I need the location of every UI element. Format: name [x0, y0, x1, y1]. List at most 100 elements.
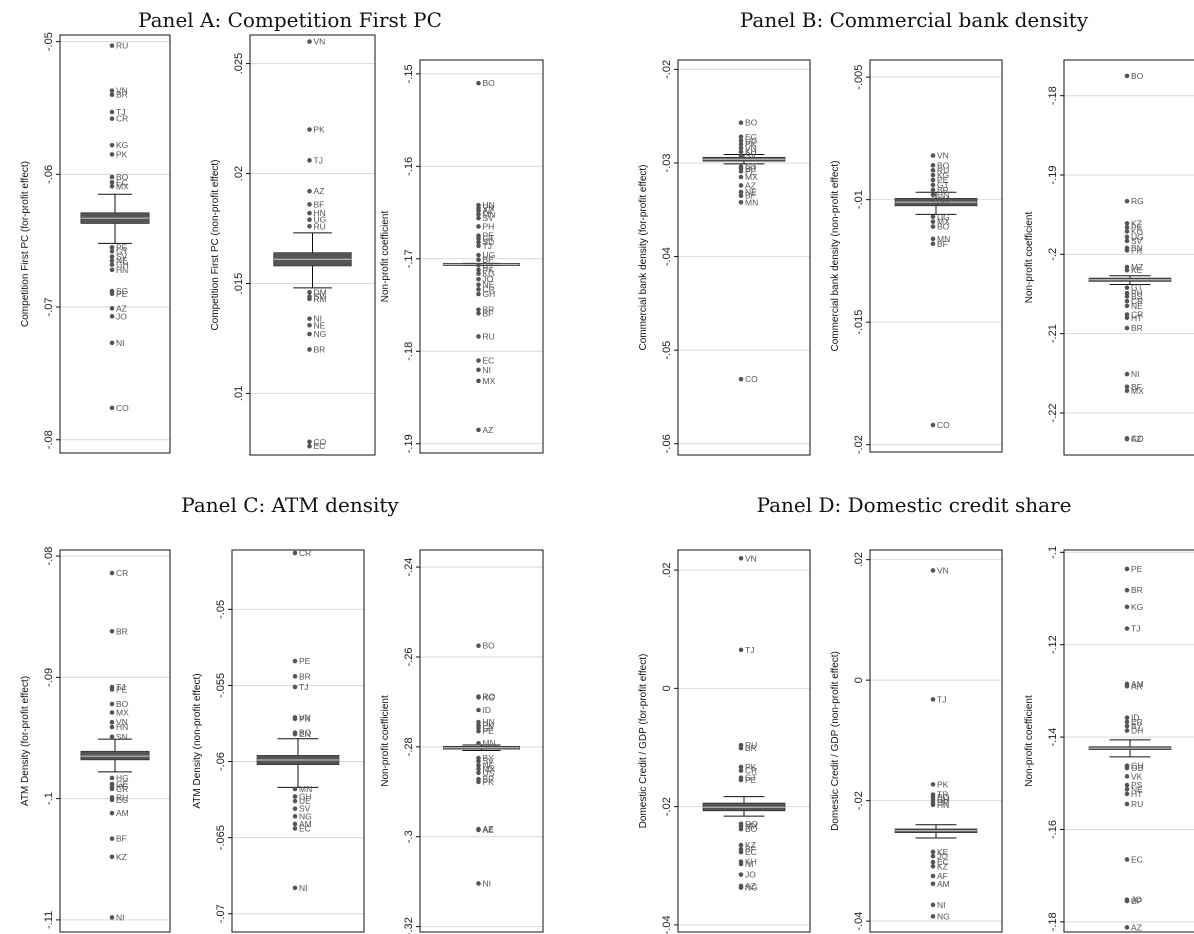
point-label: VN	[745, 553, 757, 563]
outlier-point-bo	[930, 163, 936, 168]
panel-a: Panel A: Competition First PC-.05-.06-.0…	[20, 8, 544, 456]
outlier-point-ec	[307, 443, 312, 449]
point-label: KZ	[937, 861, 948, 871]
outlier-point-bo	[476, 80, 481, 86]
outlier-point-pk	[930, 782, 936, 787]
point-label: TJ	[483, 241, 492, 251]
point-label: KG	[483, 692, 495, 702]
point-label: GH	[116, 260, 129, 270]
outlier-point-br	[109, 628, 115, 634]
outlier-point-az	[307, 188, 312, 194]
point-label: BF	[483, 255, 494, 265]
outlier-point-gt	[476, 236, 481, 241]
outlier-point-pe	[930, 177, 936, 183]
subplot-2: -.05 -.055 -.06 -.065 -.07 ATM Density (non-p…	[192, 548, 365, 933]
outlier-point-af	[930, 873, 936, 879]
point-label: GH	[1131, 761, 1144, 771]
outlier-point-pe	[738, 169, 744, 174]
point-label: SN	[116, 732, 128, 742]
outlier-point-gh	[292, 794, 298, 799]
outlier-point-hn	[476, 719, 481, 725]
outlier-point-by	[1124, 723, 1130, 729]
point-label: CR	[116, 114, 128, 124]
outlier-point-vn	[930, 153, 936, 158]
point-label: HN	[483, 200, 495, 210]
point-label: HN	[116, 265, 128, 275]
outlier-point-mn	[476, 212, 481, 217]
point-label: EC	[314, 441, 326, 451]
y-tick-label: -.1	[43, 792, 55, 805]
point-label: HG	[116, 773, 129, 783]
outlier-point-ph	[476, 224, 481, 229]
point-label: UG	[937, 212, 950, 222]
y-tick-label: -.03	[661, 153, 673, 172]
outlier-point-br	[1124, 325, 1130, 331]
y-tick-label: -.14	[1047, 728, 1059, 747]
y-tick-label: -.3	[403, 830, 415, 843]
point-label: PE	[483, 231, 495, 241]
outlier-point-bf	[738, 193, 744, 199]
point-label: JO	[116, 311, 127, 321]
point-label: NE	[745, 187, 757, 197]
outlier-point-hn	[930, 192, 936, 198]
point-label: BF	[745, 191, 756, 201]
point-label: AZ	[1131, 434, 1142, 444]
y-tick-label: -.005	[853, 65, 865, 90]
point-label: JO	[483, 274, 494, 284]
panel-b: Panel B: Commercial bank density -.02 -.03…	[638, 8, 1194, 456]
point-label: BO	[745, 118, 758, 128]
outlier-point-ru	[476, 334, 481, 339]
outlier-point-pk	[109, 152, 115, 157]
point-label: GT	[937, 180, 949, 190]
point-label: GT	[745, 162, 757, 172]
outlier-point-tj	[738, 647, 744, 653]
point-label: NI	[116, 338, 125, 348]
y-tick-label: -.15	[403, 64, 415, 83]
y-tick-label: -.18	[1047, 912, 1059, 931]
y-tick-label: .02	[853, 552, 865, 567]
outlier-point-cr	[109, 786, 115, 792]
outlier-point-vn	[738, 145, 744, 151]
plot-frame	[1063, 549, 1194, 933]
outlier-point-hn	[930, 802, 936, 808]
y-tick-label: -.07	[215, 904, 227, 923]
subplot-3: -.15 -.16 -.17 -.18 -.19 Non-profit coefficie…	[380, 59, 544, 454]
outlier-point-am	[109, 810, 115, 816]
y-axis-label: Competition First PC (non-profit effect)	[210, 160, 221, 331]
y-tick-label: -.12	[1047, 635, 1059, 654]
point-label: KZ	[745, 840, 756, 850]
y-tick-label: -.21	[1047, 324, 1059, 343]
panel-title: Panel D: Domestic credit share	[757, 493, 1072, 517]
outlier-point-kg	[476, 271, 481, 276]
point-label: TJ	[1131, 624, 1140, 634]
point-label: BR	[1131, 585, 1143, 595]
outlier-point-pe	[738, 777, 744, 783]
point-label: KG	[116, 781, 128, 791]
point-label: MX	[745, 821, 758, 831]
outlier-point-ne	[476, 762, 481, 768]
outlier-point-pk	[476, 267, 481, 273]
y-axis-label: Competition First PC (for-profit effect)	[20, 161, 31, 327]
outlier-point-az	[738, 183, 744, 188]
outlier-point-pk	[1124, 248, 1130, 253]
outlier-point-ec	[109, 179, 115, 185]
outlier-point-mn	[738, 199, 744, 205]
outlier-point-sd	[476, 239, 481, 245]
point-label: AZ	[745, 180, 756, 190]
point-label: EC	[745, 132, 757, 142]
outlier-point-mx	[476, 766, 481, 772]
y-tick-label: -.08	[43, 430, 55, 449]
point-label: MX	[745, 172, 758, 182]
point-label: AM	[299, 819, 312, 829]
point-label: NG	[937, 911, 950, 921]
point-label: NI	[116, 912, 125, 922]
point-label: TJ	[937, 694, 946, 704]
y-tick-label: -.05	[661, 341, 673, 360]
point-label: CO	[1131, 433, 1144, 443]
outlier-point-vn	[930, 568, 936, 573]
point-label: BO	[483, 641, 496, 651]
point-label: MN	[483, 738, 496, 748]
outlier-point-bf	[307, 202, 312, 207]
y-tick-label: .015	[233, 273, 245, 294]
outlier-point-ng	[292, 814, 298, 819]
